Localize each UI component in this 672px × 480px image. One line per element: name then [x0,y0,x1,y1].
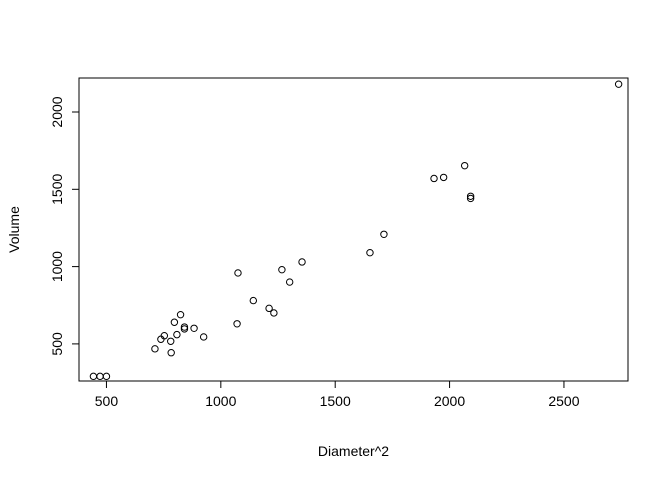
y-tick-label: 2000 [49,96,65,127]
data-point [380,230,388,238]
data-point [233,320,241,328]
data-point [265,304,273,313]
x-tick-label: 2000 [434,393,465,409]
data-point [167,349,175,357]
y-axis: 500 1000 1500 2000 [49,96,80,356]
data-point [466,194,475,203]
data-point [167,337,175,345]
data-point [102,372,111,381]
data-point [234,269,242,277]
x-axis: 500 1000 1500 2000 2500 [95,380,580,409]
data-point [151,345,159,353]
data-point [298,258,306,266]
data-point [180,323,189,331]
y-tick-label: 1000 [49,251,65,282]
data-point [173,330,181,339]
data-point [278,265,286,274]
data-point [96,372,104,381]
x-tick-label: 500 [95,393,119,409]
data-point [199,333,208,341]
data-point [270,309,278,317]
data-point [170,318,179,326]
x-tick-label: 1000 [205,393,236,409]
data-point [430,174,438,183]
data-points [89,80,623,381]
data-point [460,161,469,170]
x-tick-label: 1500 [320,393,351,409]
y-axis-label: Volume [6,206,22,253]
data-point [160,332,169,340]
x-axis-label: Diameter^2 [318,443,389,459]
data-point [190,324,198,332]
y-tick-label: 1500 [49,174,65,205]
data-point [614,80,623,88]
data-point [466,192,475,200]
data-point [439,173,448,182]
x-tick-label: 2500 [548,393,579,409]
data-point [285,278,294,286]
y-tick-label: 500 [49,332,65,356]
data-point [89,372,98,381]
data-point [249,296,258,305]
data-point [176,310,185,319]
data-point [366,248,374,257]
